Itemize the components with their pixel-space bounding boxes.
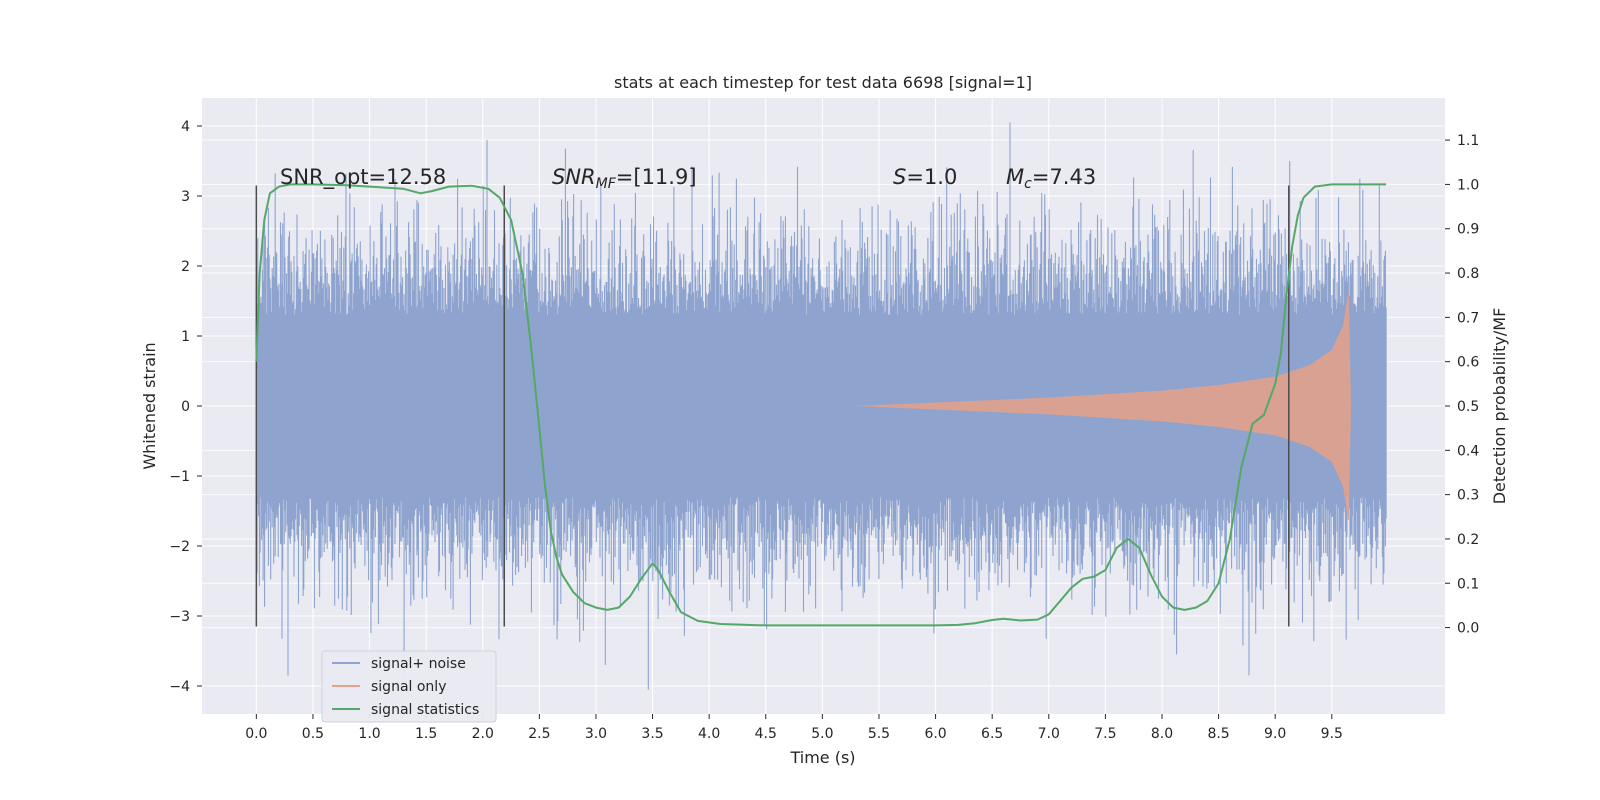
statistics-line xyxy=(255,183,1387,627)
annotation-s-value: =1.0 xyxy=(906,165,957,189)
x-tick-label: 7.0 xyxy=(1038,726,1060,742)
x-tick-label: 6.5 xyxy=(981,726,1003,742)
y-axis-label: Whitened strain xyxy=(140,342,159,469)
x-tick-label: 0.0 xyxy=(245,726,267,742)
annotation-snr-opt: SNR_opt=12.58 xyxy=(280,165,446,190)
x-tick-label: 2.5 xyxy=(528,726,550,742)
legend-label-signal: signal only xyxy=(371,679,446,695)
tick-labels: 0.0 0.5 1.0 1.5 2.0 2.5 3.0 3.5 4.0 4.5 5.0 5.5 6.0 6… xyxy=(169,119,1479,742)
y-tick-label: −2 xyxy=(169,539,190,555)
annotation-snr-mf-value: =[11.9] xyxy=(616,165,697,189)
x-tick-label: 2.0 xyxy=(472,726,494,742)
y-right-tick-label: 0.4 xyxy=(1457,443,1479,459)
annotation-mc-value: =7.43 xyxy=(1032,165,1096,189)
y-right-tick-label: 1.1 xyxy=(1457,133,1479,149)
annotation-snr-mf: SNRMF=[11.9] xyxy=(552,165,697,192)
y-axis-label-right: Detection probability/MF xyxy=(1490,308,1509,505)
annotation-s-main: S xyxy=(893,165,906,189)
x-tick-label: 6.0 xyxy=(924,726,946,742)
legend-box xyxy=(321,650,497,723)
annotation-snr-mf-sub: MF xyxy=(596,176,617,192)
signal-series xyxy=(856,290,1351,522)
annotation-mc-main: M xyxy=(1006,165,1024,189)
y-right-tick-label: 0.8 xyxy=(1457,266,1479,282)
y-tick-label: −3 xyxy=(169,609,190,625)
chart-title: stats at each timestep for test data 669… xyxy=(614,73,1032,92)
y-tick-label: 2 xyxy=(181,259,190,275)
x-tick-label: 4.0 xyxy=(698,726,720,742)
x-tick-label: 3.5 xyxy=(641,726,663,742)
y-right-tick-label: 1.0 xyxy=(1457,177,1479,193)
x-tick-label: 9.5 xyxy=(1321,726,1343,742)
y-tick-label: 1 xyxy=(181,329,190,345)
x-tick-label: 0.5 xyxy=(302,726,324,742)
x-tick-label: 3.0 xyxy=(585,726,607,742)
annotation-mc: Mc=7.43 xyxy=(1006,165,1096,192)
x-tick-label: 7.5 xyxy=(1094,726,1116,742)
signal-envelope xyxy=(856,290,1351,522)
annotation-mc-sub: c xyxy=(1024,176,1032,192)
annotation-snr-mf-main: SNR xyxy=(552,165,596,189)
y-right-tick-label: 0.3 xyxy=(1457,488,1479,504)
legend: signal+ noise signal only signal statist… xyxy=(321,650,497,723)
y-right-tick-label: 0.9 xyxy=(1457,222,1479,238)
y-right-tick-label: 0.1 xyxy=(1457,576,1479,592)
y-right-tick-label: 0.6 xyxy=(1457,355,1479,371)
x-tick-label: 8.5 xyxy=(1207,726,1229,742)
y-tick-label: −4 xyxy=(169,679,190,695)
y-tick-label: 4 xyxy=(181,119,190,135)
y-tick-label: 3 xyxy=(181,189,190,205)
x-tick-label: 1.5 xyxy=(415,726,437,742)
y-right-tick-label: 0.0 xyxy=(1457,621,1479,637)
x-tick-label: 1.0 xyxy=(358,726,380,742)
legend-label-statistics: signal statistics xyxy=(371,702,479,718)
x-axis-label: Time (s) xyxy=(789,748,855,767)
statistics-series xyxy=(255,183,1387,627)
annotation-s: S=1.0 xyxy=(893,165,957,189)
y-tick-label: 0 xyxy=(181,399,190,415)
x-tick-label: 5.5 xyxy=(868,726,890,742)
y-tick-label: −1 xyxy=(169,469,190,485)
legend-label-noise: signal+ noise xyxy=(371,656,466,672)
vertical-markers xyxy=(255,185,1290,627)
x-tick-label: 9.0 xyxy=(1264,726,1286,742)
x-tick-label: 5.0 xyxy=(811,726,833,742)
x-tick-label: 8.0 xyxy=(1151,726,1173,742)
y-right-tick-label: 0.2 xyxy=(1457,532,1479,548)
y-right-tick-label: 0.5 xyxy=(1457,399,1479,415)
y-right-tick-label: 0.7 xyxy=(1457,310,1479,326)
x-tick-label: 4.5 xyxy=(755,726,777,742)
